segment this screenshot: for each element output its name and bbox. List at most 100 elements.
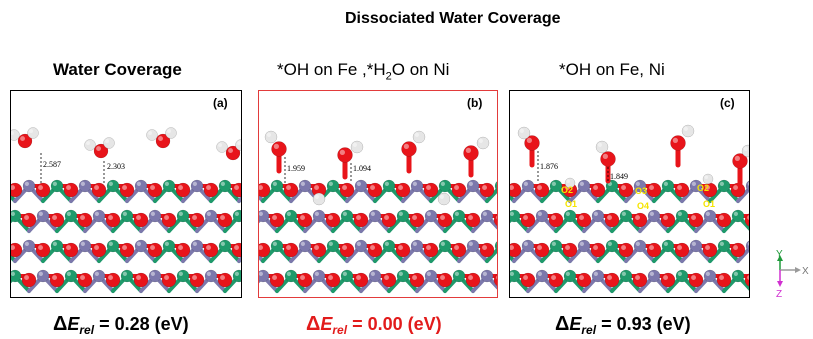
o-atom-shine <box>192 215 197 220</box>
fe-atom <box>190 179 204 193</box>
h-atom <box>146 129 158 141</box>
ni-atom-shine <box>733 271 738 276</box>
ni-atom <box>563 209 577 223</box>
energy-c-symbol: E <box>569 314 582 334</box>
o-atom <box>590 182 606 198</box>
ni-atom <box>340 269 354 283</box>
energy-b-value: = 0.00 (eV) <box>352 314 442 334</box>
fe-atom-shine <box>579 241 584 246</box>
ni-atom-shine <box>272 181 277 186</box>
o-atom-shine <box>24 275 29 280</box>
o-atom <box>520 272 536 288</box>
o-atom <box>632 272 648 288</box>
fe-atom-shine <box>38 271 43 276</box>
o-atom-shine <box>454 245 459 250</box>
ni-atom-shine <box>398 211 403 216</box>
o-atom-shine <box>192 275 197 280</box>
o-atom <box>618 242 634 258</box>
ni-atom-shine <box>220 181 225 186</box>
ni-atom <box>675 209 689 223</box>
fe-atom-shine <box>80 181 85 186</box>
o-atom <box>49 272 65 288</box>
o-atom-shine <box>108 275 114 280</box>
o-atom <box>105 212 121 228</box>
fe-atom-shine <box>24 181 29 186</box>
h-atom-shine <box>148 131 152 135</box>
fe-atom <box>190 239 204 253</box>
o-atom <box>688 212 704 228</box>
o-atom-shine <box>733 185 738 190</box>
ni-atom <box>326 179 340 193</box>
ni-atom-shine <box>52 181 58 186</box>
fe-atom-shine <box>206 211 211 216</box>
h-atom-shine <box>266 132 271 137</box>
energy-c-delta: Δ <box>555 313 570 335</box>
o-atom <box>590 242 606 258</box>
h-atom-shine <box>11 131 14 135</box>
fe-atom <box>577 179 591 193</box>
fe-atom-shine <box>300 241 305 246</box>
o-atom <box>730 182 746 198</box>
fe-atom-shine <box>593 271 598 276</box>
fe-atom <box>312 209 326 223</box>
o-atom <box>11 182 23 198</box>
ni-atom <box>452 209 466 223</box>
ni-atom <box>619 269 633 283</box>
o-atom <box>35 242 51 258</box>
ni-atom-shine <box>663 241 668 246</box>
ni-atom <box>232 209 241 223</box>
o-atom-shine <box>565 245 570 250</box>
o-atom-shine <box>468 275 473 280</box>
o-atom-shine <box>663 215 668 220</box>
o-atom <box>367 242 383 258</box>
ni-atom <box>510 269 521 283</box>
o-atom <box>510 242 522 258</box>
fe-atom-shine <box>635 181 640 186</box>
panel-c-title: *OH on Fe, Ni <box>559 60 665 79</box>
fe-atom-shine <box>136 181 141 186</box>
o-atom <box>493 213 497 227</box>
h-atom-shine <box>314 194 319 199</box>
ni-atom <box>661 179 675 193</box>
o-atom-shine <box>621 185 626 190</box>
o-atom-shine <box>691 215 696 220</box>
ni-atom <box>619 209 633 223</box>
ni-atom-shine <box>11 271 15 276</box>
o-atom <box>465 212 481 228</box>
energy-c-sub: rel <box>581 323 597 337</box>
o-atom-shine <box>122 185 128 190</box>
h-atom-shine <box>352 142 357 147</box>
o-atom <box>269 212 285 228</box>
o-atom <box>147 242 163 258</box>
h-atom-shine <box>414 132 419 137</box>
o-atom-shine <box>24 215 29 220</box>
ni-atom <box>120 209 134 223</box>
o-atom-shine <box>523 215 528 220</box>
oxygen-label: O1 <box>703 199 715 209</box>
ni-atom-shine <box>677 211 682 216</box>
ni-atom-shine <box>11 211 15 216</box>
o-atom-shine <box>273 143 279 149</box>
o-atom-shine <box>412 275 417 280</box>
fe-atom <box>466 179 480 193</box>
o-atom-shine <box>734 155 740 161</box>
h-atom <box>476 136 490 150</box>
water-coverage-structure: 2.587 2.303 <box>11 127 241 293</box>
o-atom-shine <box>579 275 584 280</box>
o-atom-shine <box>94 245 100 250</box>
o-atom-shine <box>228 148 233 153</box>
o-atom <box>77 272 93 288</box>
o-atom-shine <box>234 245 239 250</box>
oh-fe-h2o-ni-structure: 1.959 1.094 <box>259 130 497 293</box>
o-atom <box>562 242 578 258</box>
ni-atom-shine <box>220 241 225 246</box>
o-atom <box>451 182 467 198</box>
o-atom <box>175 242 191 258</box>
o-atom-shine <box>220 275 225 280</box>
o-atom-shine <box>384 215 389 220</box>
fe-atom <box>633 179 647 193</box>
fe-atom <box>134 239 148 253</box>
o-atom-shine <box>426 245 431 250</box>
x-axis-label: X <box>802 266 809 277</box>
o-atom <box>283 242 299 258</box>
